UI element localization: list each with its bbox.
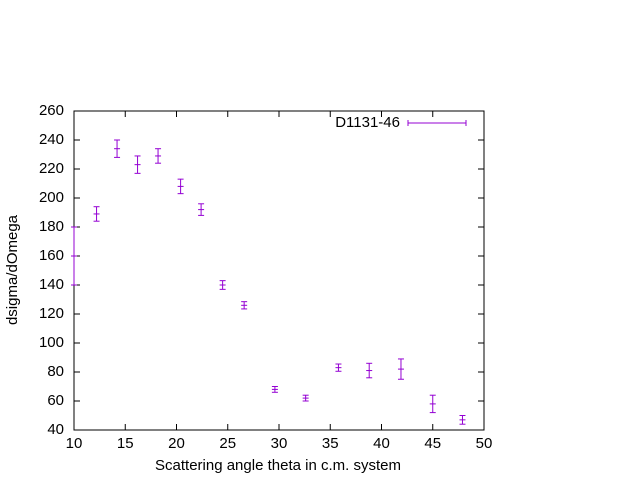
error-bar (134, 155, 141, 174)
x-tick-label: 10 (66, 435, 83, 452)
x-tick-label: 40 (373, 435, 390, 452)
y-tick-label: 220 (39, 160, 64, 177)
error-bar (397, 358, 404, 380)
y-tick-label: 240 (39, 131, 64, 148)
error-bar (177, 178, 184, 195)
plot-frame (73, 110, 485, 431)
error-bar (155, 148, 162, 164)
error-bar (198, 203, 205, 216)
y-tick-label: 200 (39, 189, 64, 206)
error-bar (302, 394, 309, 402)
x-tick-label: 50 (476, 435, 493, 452)
y-tick-label: 260 (39, 102, 64, 119)
error-bar (241, 301, 248, 310)
y-tick-label: 80 (47, 363, 64, 380)
y-tick-label: 40 (47, 421, 64, 438)
x-tick-label: 25 (219, 435, 236, 452)
error-bar (429, 394, 436, 414)
error-bar (93, 206, 100, 222)
x-axis-label: Scattering angle theta in c.m. system (155, 457, 401, 474)
error-bar (335, 363, 342, 372)
error-bar (459, 415, 466, 425)
y-tick-label: 160 (39, 247, 64, 264)
y-tick-label: 120 (39, 305, 64, 322)
y-axis-label: dsigma/dOmega (4, 214, 21, 325)
x-tick-label: 20 (168, 435, 185, 452)
y-tick-label: 180 (39, 218, 64, 235)
x-tick-label: 35 (322, 435, 339, 452)
legend-label: D1131-46 (335, 114, 400, 131)
x-tick-label: 45 (424, 435, 441, 452)
error-bar (114, 139, 121, 158)
error-bar (271, 386, 278, 393)
x-tick-label: 15 (117, 435, 134, 452)
x-tick-label: 30 (271, 435, 288, 452)
y-tick-label: 60 (47, 392, 64, 409)
error-bar (366, 362, 373, 379)
y-tick-label: 100 (39, 334, 64, 351)
error-bar (219, 280, 226, 290)
error-bar (71, 226, 77, 286)
y-tick-label: 140 (39, 276, 64, 293)
